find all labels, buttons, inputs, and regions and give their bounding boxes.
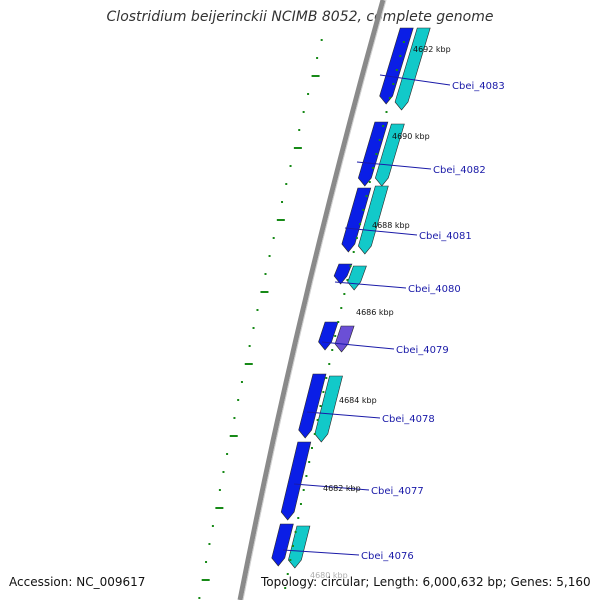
callout-line [321, 341, 395, 350]
kbp-label: 4682 kbp [323, 484, 361, 493]
gene-label: Cbei_4081 [419, 231, 472, 242]
cds-arrow [318, 321, 339, 351]
cds-arrow [298, 373, 327, 439]
gene-label: Cbei_4083 [452, 81, 505, 92]
accession-text: Accession: NC_009617 [9, 575, 146, 589]
kbp-label: 4684 kbp [339, 396, 377, 405]
cds-arrow [314, 375, 343, 443]
kbp-label: 4688 kbp [372, 221, 410, 230]
cds-arrow [288, 525, 311, 569]
map-title: Clostridium beijerinckii NCIMB 8052, com… [106, 9, 494, 25]
gene-label: Cbei_4079 [396, 345, 449, 356]
gene-callouts: Cbei_4083 Cbei_4082 Cbei_4081 Cbei_4080 Cbei… [282, 74, 505, 562]
cds-arrow [271, 523, 294, 567]
kbp-scale-labels: 4692 kbp 4690 kbp 4688 kbp 4686 kbp 4684 kbp… [310, 45, 451, 580]
topology-text: Topology: circular; Length: 6,000,632 bp… [261, 575, 591, 589]
cds-arrow [347, 265, 367, 291]
cds-arrow [280, 441, 312, 521]
cds-arrow [379, 27, 414, 105]
cds-arrow [333, 263, 353, 285]
kbp-label: 4680 kbp [310, 571, 348, 580]
callout-line [334, 281, 407, 289]
callout-line [306, 411, 381, 419]
callout-line [282, 549, 360, 556]
cds-arrow [358, 185, 389, 255]
cds-arrow [374, 123, 405, 187]
gene-label: Cbei_4078 [382, 414, 435, 425]
kbp-label: 4690 kbp [392, 132, 430, 141]
kbp-label: 4692 kbp [413, 45, 451, 54]
gene-label: Cbei_4080 [408, 284, 461, 295]
cds-arrow [341, 187, 372, 253]
callout-line [356, 161, 432, 170]
callout-line [344, 227, 418, 236]
outer-gc-track [198, 39, 323, 599]
kbp-label: 4686 kbp [356, 308, 394, 317]
backbone-line [237, 0, 386, 600]
callout-line [293, 483, 370, 491]
genome-backbone [237, 0, 387, 600]
callout-line [379, 74, 451, 86]
cds-arrow [394, 27, 431, 111]
gene-label: Cbei_4076 [361, 551, 414, 562]
backbone-highlight [242, 0, 387, 600]
cds-features [271, 27, 431, 569]
gene-label: Cbei_4077 [371, 486, 424, 497]
inner-tick-track [284, 41, 405, 589]
cds-arrow [357, 121, 389, 187]
cds-arrow [334, 325, 355, 353]
gene-label: Cbei_4082 [433, 165, 486, 176]
